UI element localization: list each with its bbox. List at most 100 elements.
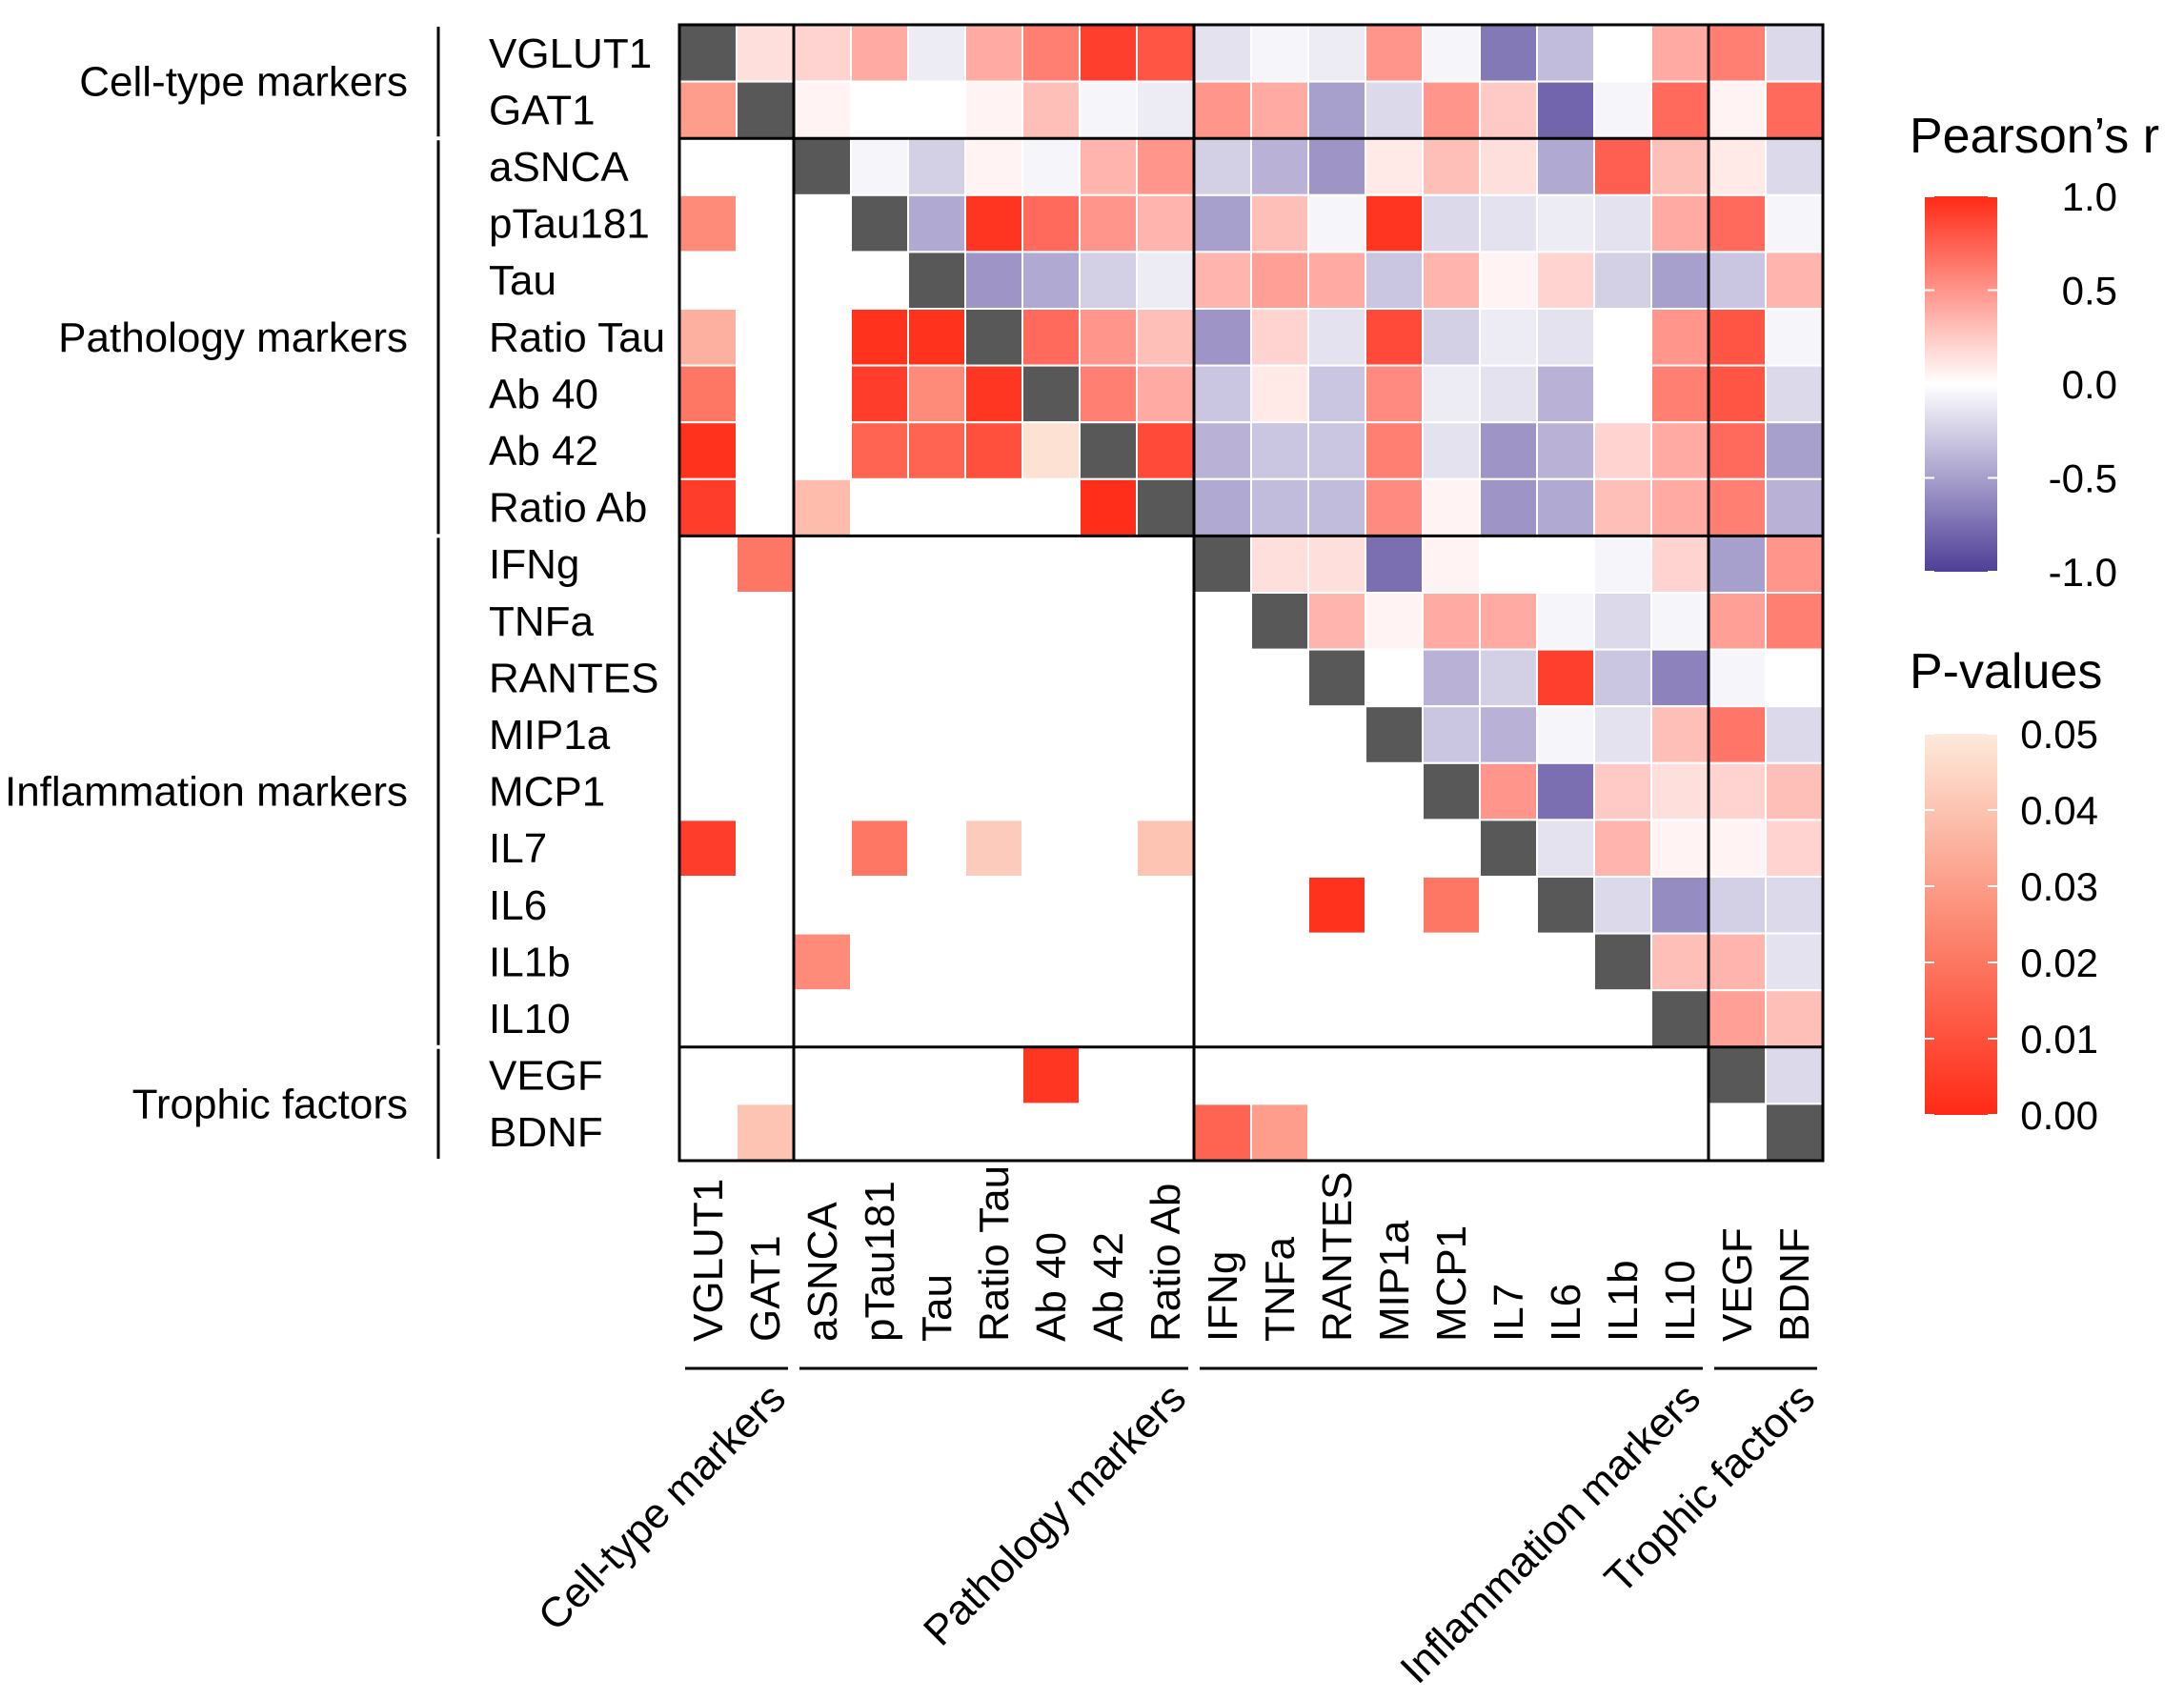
cell-ratio-ab-il6 [1536, 477, 1595, 537]
cell-tau-il10 [1650, 251, 1709, 310]
cell-il1b-bdnf [1765, 932, 1824, 992]
cell-il7-vegf [1708, 819, 1767, 879]
cell-ifng-bdnf [1765, 535, 1824, 595]
cell-gat1-il7 [1479, 80, 1538, 140]
column-label-il6: IL6 [1543, 1284, 1589, 1342]
column-label-rantes: RANTES [1314, 1172, 1361, 1342]
cell-ptau181-ratio-tau [964, 193, 1023, 253]
cell-mcp1-vegf [1708, 761, 1767, 821]
cell-asnca-il1b [1593, 137, 1652, 196]
cell-tnfa-mip1a [1365, 592, 1424, 651]
cell-il1b-vegf [1708, 932, 1767, 992]
cell-ratio-tau-tau [907, 308, 966, 367]
cell-rantes-il1b [1593, 648, 1652, 708]
pearson-legend-tick-label: 1.0 [2062, 174, 2117, 219]
cell-ifng-vegf [1708, 535, 1767, 595]
cell-ifng-il6 [1536, 535, 1595, 595]
cell-il10-il10 [1650, 989, 1709, 1048]
cell-ifng-ifng [1193, 535, 1252, 595]
row-label-ab-42: Ab 42 [489, 428, 598, 475]
cell-gat1-gat1 [736, 80, 795, 140]
row-label-gat1: GAT1 [489, 87, 596, 133]
row-label-asnca: aSNCA [489, 144, 629, 191]
cell-il6-bdnf [1765, 876, 1824, 935]
cell-gat1-tnfa [1250, 80, 1309, 140]
cell-vglut1-ab-42 [1079, 24, 1138, 83]
cell-tau-mip1a [1365, 251, 1424, 310]
pvalue-legend-tick-label: 0.00 [2020, 1093, 2098, 1138]
cell-ratio-ab-vegf [1708, 477, 1767, 537]
cell-mcp1-il7 [1479, 761, 1538, 821]
cell-ratio-ab-ratio-ab [1136, 477, 1195, 537]
cell-vglut1-vegf [1708, 24, 1767, 83]
cell-ratio-tau-vglut1 [678, 308, 738, 367]
cell-ratio-tau-ptau181 [850, 308, 909, 367]
cell-ratio-tau-ab-40 [1021, 308, 1081, 367]
cell-ab-42-bdnf [1765, 421, 1824, 480]
cell-ab-40-tnfa [1250, 364, 1309, 424]
pearson-legend-tick-label: 0.0 [2062, 362, 2117, 407]
cell-vglut1-mcp1 [1422, 24, 1481, 83]
cell-tau-rantes [1307, 251, 1366, 310]
cell-tnfa-vegf [1708, 592, 1767, 651]
pearson-r-legend: Pearson’s r 1.0 0.5 0.0 -0.5 -1.0 [1910, 109, 2159, 595]
cell-asnca-il6 [1536, 137, 1595, 196]
cell-gat1-il1b [1593, 80, 1652, 140]
cell-vglut1-ratio-tau [964, 24, 1023, 83]
cell-gat1-mcp1 [1422, 80, 1481, 140]
cell-ratio-ab-il10 [1650, 477, 1709, 537]
cell-ptau181-ratio-ab [1136, 193, 1195, 253]
cell-tau-ab-40 [1021, 251, 1081, 310]
cell-il7-bdnf [1765, 819, 1824, 879]
pearson-legend-tick-label: -0.5 [2049, 456, 2117, 501]
row-label-ab-40: Ab 40 [489, 371, 598, 417]
cell-vglut1-il10 [1650, 24, 1709, 83]
pvalue-legend-tick-label: 0.05 [2020, 712, 2098, 757]
cell-vglut1-asnca [793, 24, 852, 83]
cell-ab-40-vglut1 [678, 364, 738, 424]
cell-ab-42-il1b [1593, 421, 1652, 480]
cell-ptau181-il10 [1650, 193, 1709, 253]
pearson-legend-tick-label: -1.0 [2049, 550, 2117, 595]
cell-ratio-tau-il10 [1650, 308, 1709, 367]
cell-bdnf-gat1 [736, 1103, 795, 1163]
row-label-il7: IL7 [489, 825, 547, 872]
cell-gat1-ratio-tau [964, 80, 1023, 140]
cell-asnca-il10 [1650, 137, 1709, 196]
cell-vegf-bdnf [1765, 1045, 1824, 1105]
cell-ab-40-ab-42 [1079, 364, 1138, 424]
cell-tnfa-tnfa [1250, 592, 1309, 651]
cell-vglut1-tau [907, 24, 966, 83]
cell-ab-42-tau [907, 421, 966, 480]
column-label-ab-42: Ab 42 [1085, 1232, 1132, 1342]
cell-tnfa-mcp1 [1422, 592, 1481, 651]
cell-ab-40-mcp1 [1422, 364, 1481, 424]
cell-ratio-tau-vegf [1708, 308, 1767, 367]
cell-ratio-ab-rantes [1307, 477, 1366, 537]
row-label-mcp1: MCP1 [489, 769, 605, 816]
cell-ratio-ab-tnfa [1250, 477, 1309, 537]
cell-ab-40-tau [907, 364, 966, 424]
cell-il7-ratio-ab [1136, 819, 1195, 879]
row-label-vglut1: VGLUT1 [489, 30, 652, 77]
cell-ratio-ab-bdnf [1765, 477, 1824, 537]
pvalue-legend-colorbar [1925, 734, 1997, 1115]
cell-ptau181-vegf [1708, 193, 1767, 253]
column-label-ab-40: Ab 40 [1028, 1232, 1075, 1342]
cell-ratio-ab-mip1a [1365, 477, 1424, 537]
row-label-tnfa: TNFa [489, 598, 595, 645]
cell-tnfa-il6 [1536, 592, 1595, 651]
cell-ptau181-rantes [1307, 193, 1366, 253]
cell-tnfa-il1b [1593, 592, 1652, 651]
column-group-labels: Cell-type markers Pathology markers Inflam… [530, 1366, 1824, 1692]
cell-il1b-asnca [793, 932, 852, 992]
cell-il7-ratio-tau [964, 819, 1023, 879]
column-label-ptau181: pTau181 [857, 1181, 903, 1342]
cell-ab-42-ifng [1193, 421, 1252, 480]
cell-vglut1-il1b [1593, 24, 1652, 83]
cell-ifng-il7 [1479, 535, 1538, 595]
cell-ratio-tau-ab-42 [1079, 308, 1138, 367]
cell-ab-42-il7 [1479, 421, 1538, 480]
cell-ratio-tau-il6 [1536, 308, 1595, 367]
cell-ptau181-tnfa [1250, 193, 1309, 253]
